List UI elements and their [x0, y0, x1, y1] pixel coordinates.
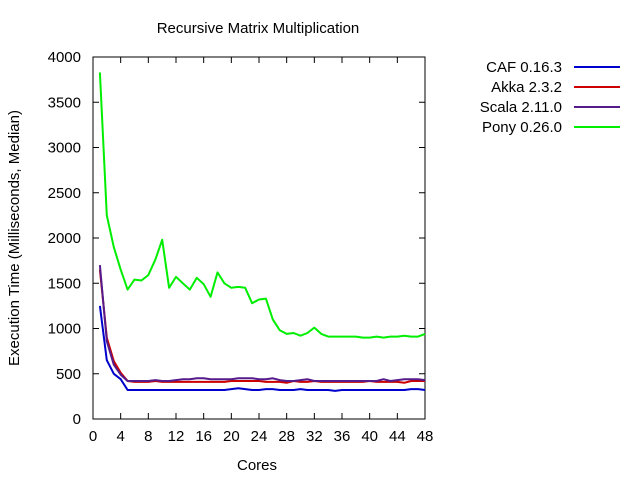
series-line: [98, 72, 426, 339]
x-tick-label: 44: [389, 428, 406, 445]
legend: CAF 0.16.3 Akka 2.3.2 Scala 2.11.0 Pony 0.2…: [480, 59, 620, 136]
x-tick-label: 28: [278, 428, 295, 445]
plot-frame: [92, 56, 426, 420]
x-tick-label: 40: [361, 428, 378, 445]
x-axis: 0 4 8 12 16 20 24 28 32 36 40 44 48: [89, 57, 434, 445]
x-tick-label: 32: [306, 428, 323, 445]
y-axis-label: Execution Time (Milliseconds, Median): [6, 110, 23, 366]
x-tick-label: 36: [334, 428, 351, 445]
y-tick-label: 2500: [48, 185, 81, 202]
legend-label: Akka 2.3.2: [491, 79, 562, 96]
y-tick-label: 3500: [48, 94, 81, 111]
series-lines: [98, 72, 426, 392]
y-tick-label: 2000: [48, 230, 81, 247]
legend-label: Scala 2.11.0: [480, 99, 562, 116]
series-line: [98, 305, 426, 392]
y-axis: 0 500 1000 1500 2000 2500 3000 3500 4000: [48, 49, 425, 428]
x-tick-label: 20: [223, 428, 240, 445]
x-tick-label: 16: [195, 428, 212, 445]
series-line: [98, 265, 426, 382]
chart-title: Recursive Matrix Multiplication: [157, 20, 360, 37]
x-tick-label: 24: [251, 428, 268, 445]
series-line: [98, 269, 425, 384]
y-tick-label: 1000: [48, 321, 81, 338]
legend-label: CAF 0.16.3: [486, 59, 562, 76]
x-tick-label: 48: [417, 428, 434, 445]
y-tick-label: 3000: [48, 140, 81, 157]
x-tick-label: 12: [168, 428, 185, 445]
y-tick-label: 4000: [48, 49, 81, 66]
x-axis-label: Cores: [237, 457, 277, 474]
x-tick-label: 8: [144, 428, 152, 445]
y-tick-label: 1500: [48, 275, 81, 292]
x-tick-label: 0: [89, 428, 97, 445]
y-tick-label: 0: [73, 411, 81, 428]
x-tick-label: 4: [116, 428, 124, 445]
legend-label: Pony 0.26.0: [482, 119, 562, 136]
y-tick-label: 500: [56, 366, 81, 383]
